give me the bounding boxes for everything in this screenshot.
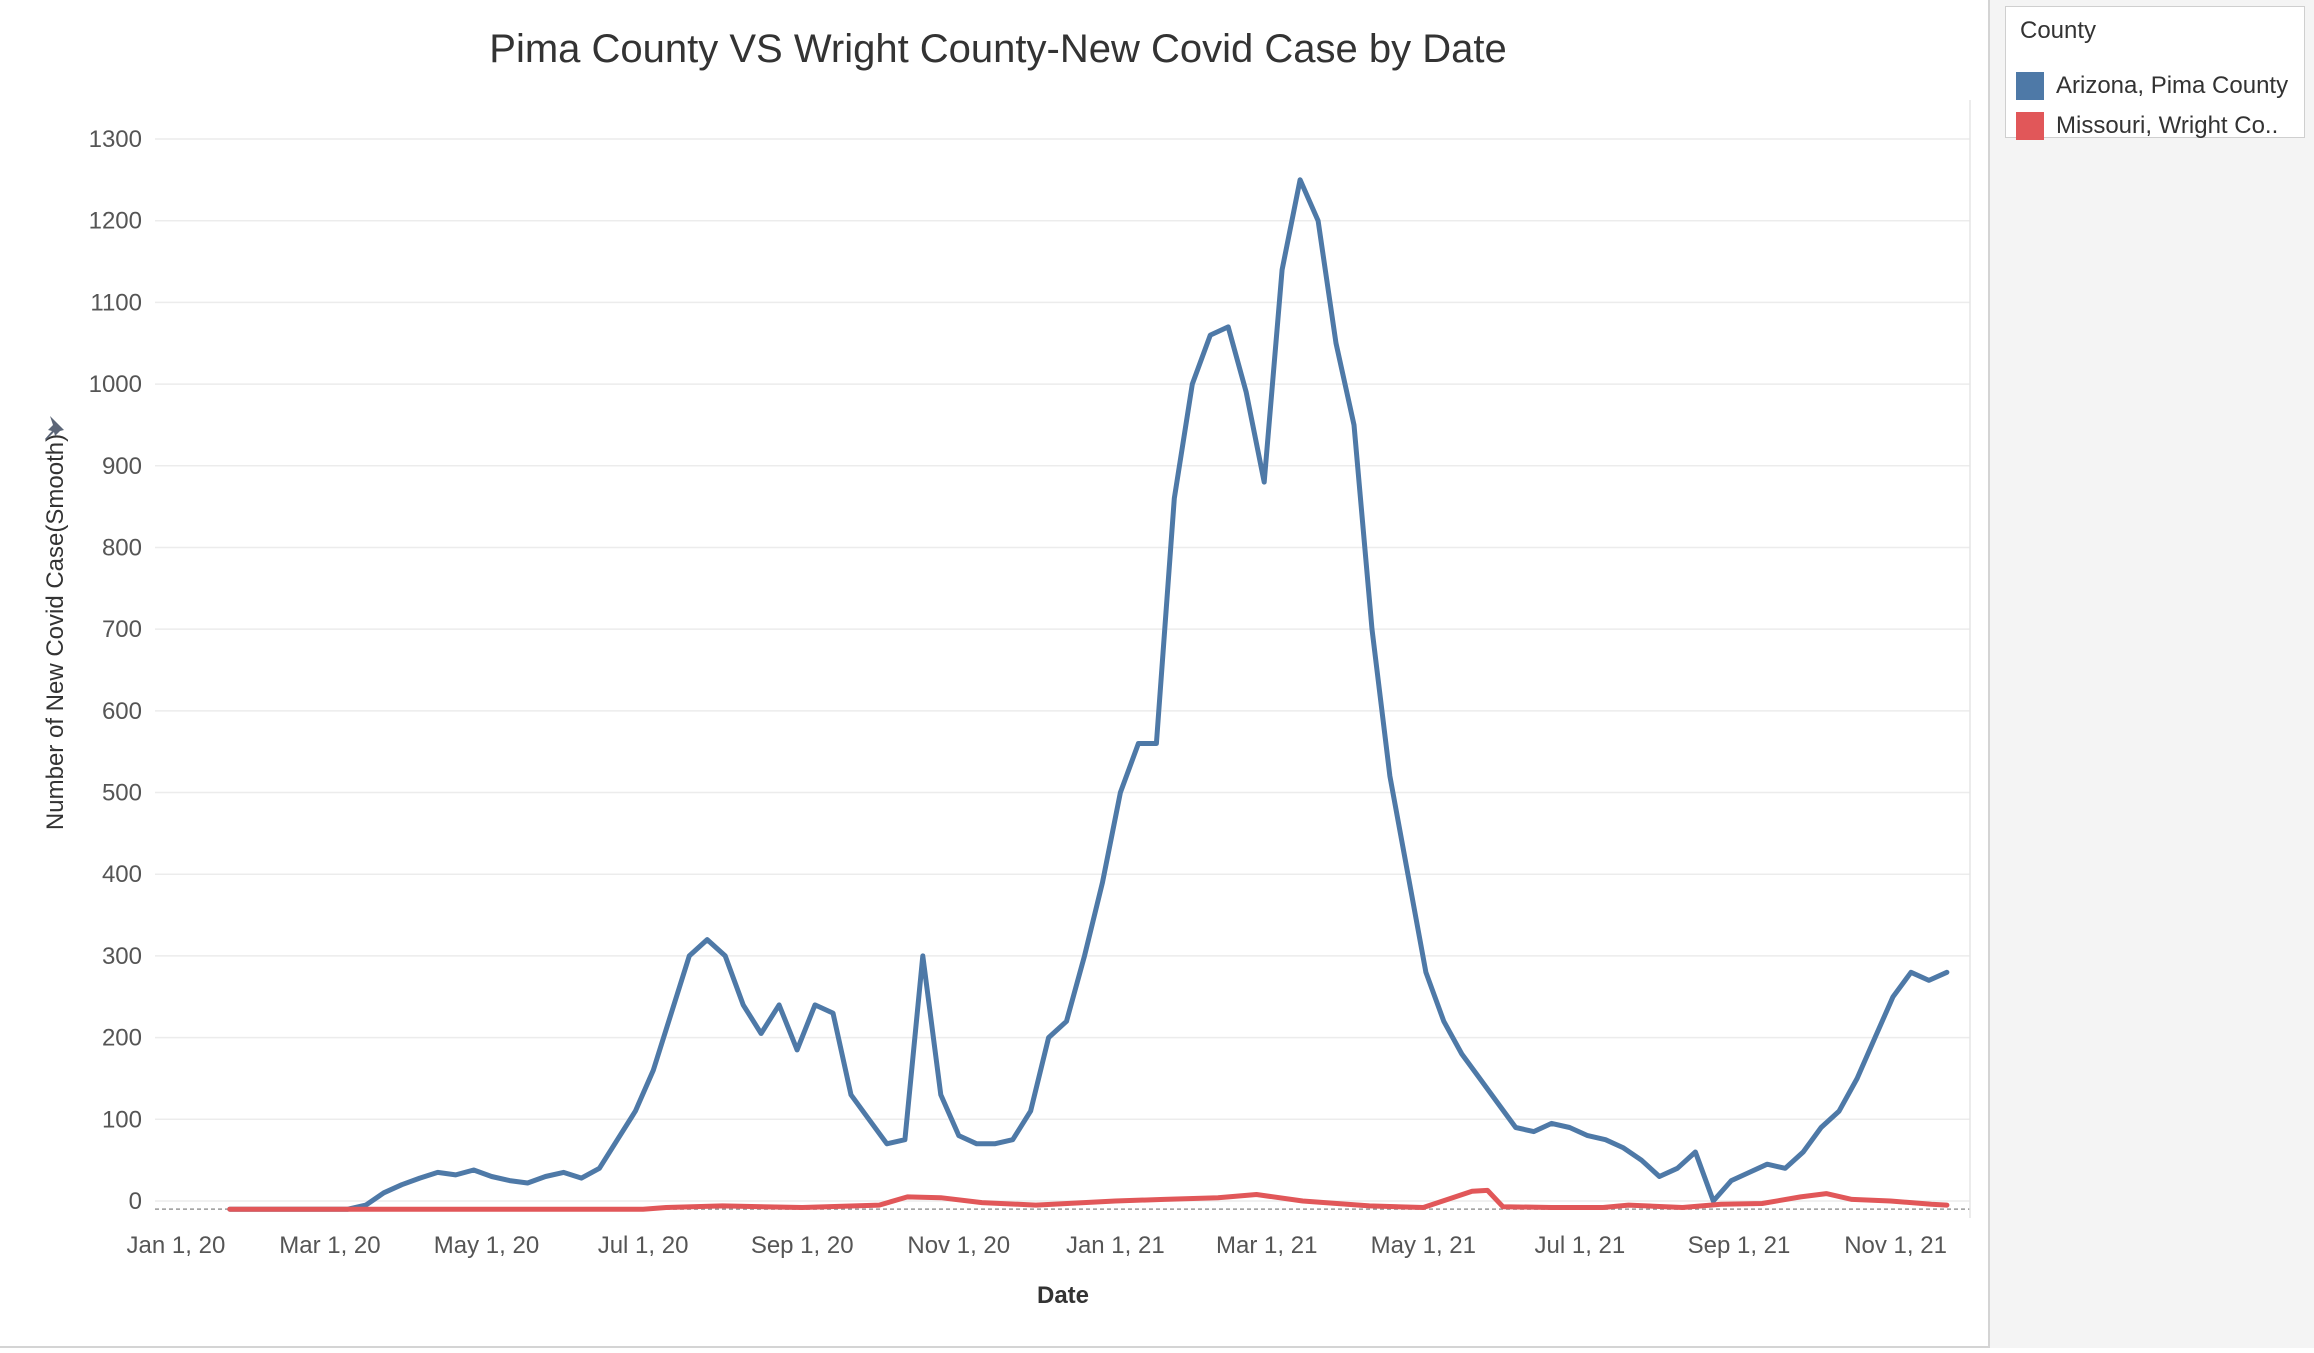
x-axis-title: Date	[1037, 1282, 1089, 1309]
y-tick-label: 500	[102, 780, 142, 807]
y-tick-label: 0	[129, 1188, 142, 1215]
legend-swatch-pima	[2016, 72, 2044, 100]
x-axis-ticks: Jan 1, 20 Mar 1, 20 May 1, 20 Jul 1, 20 Sep …	[127, 1232, 1947, 1259]
x-tick-label: Sep 1, 20	[751, 1232, 854, 1259]
x-tick-label: Jul 1, 21	[1535, 1232, 1626, 1259]
x-tick-label: Mar 1, 20	[279, 1232, 380, 1259]
y-tick-label: 100	[102, 1106, 142, 1133]
y-tick-label: 1100	[90, 289, 142, 316]
x-tick-label: Nov 1, 20	[907, 1232, 1010, 1259]
legend-item-wright[interactable]: Missouri, Wright Co..	[2016, 109, 2278, 143]
legend-label-pima: Arizona, Pima County	[2056, 72, 2289, 99]
x-tick-label: Jan 1, 20	[127, 1232, 226, 1259]
x-tick-label: Mar 1, 21	[1216, 1232, 1317, 1259]
y-tick-label: 900	[102, 453, 142, 480]
y-tick-label: 700	[102, 616, 142, 643]
series-lines	[227, 177, 1950, 1212]
y-tick-label: 1000	[89, 371, 142, 398]
legend-swatch-wright	[2016, 112, 2044, 140]
y-tick-label: 1300	[89, 126, 142, 153]
y-axis-ticks: 0 100 200 300 400 500 600 700 800 900 1000 1100 1200…	[89, 126, 142, 1215]
y-tick-label: 600	[102, 698, 142, 725]
chart-title: Pima County VS Wright County-New Covid C…	[489, 27, 1506, 71]
gridlines	[155, 100, 1971, 1218]
legend-label-wright: Missouri, Wright Co..	[2056, 112, 2279, 139]
pin-icon[interactable]	[38, 412, 68, 442]
x-tick-label: May 1, 20	[434, 1232, 539, 1259]
x-tick-label: May 1, 21	[1371, 1232, 1476, 1259]
x-tick-label: Nov 1, 21	[1844, 1232, 1947, 1259]
line-chart: Pima County VS Wright County-New Covid C…	[42, 27, 1971, 1309]
y-axis-title: Number of New Covid Case(Smooth)	[42, 434, 69, 830]
x-tick-label: Jul 1, 20	[598, 1232, 689, 1259]
legend-title: County	[2020, 17, 2097, 44]
y-tick-label: 1200	[89, 208, 142, 235]
y-tick-label: 300	[102, 943, 142, 970]
series-line-wright[interactable]	[227, 1187, 1950, 1212]
y-tick-label: 400	[102, 861, 142, 888]
legend-item-pima[interactable]: Arizona, Pima County	[2016, 69, 2288, 103]
chart-pane: Pima County VS Wright County-New Covid C…	[0, 0, 1990, 1348]
legend: County Arizona, Pima County Missouri, Wr…	[2005, 6, 2305, 140]
x-tick-label: Jan 1, 21	[1066, 1232, 1165, 1259]
series-line-pima[interactable]	[227, 177, 1950, 1212]
y-tick-label: 800	[102, 534, 142, 561]
side-pane	[1990, 0, 2314, 1348]
x-tick-label: Sep 1, 21	[1688, 1232, 1791, 1259]
y-tick-label: 200	[102, 1025, 142, 1052]
